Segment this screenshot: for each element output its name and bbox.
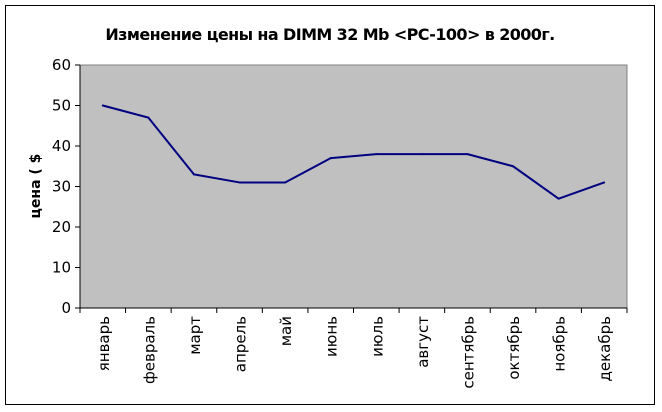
- x-tick-label: декабрь: [596, 316, 614, 381]
- x-tick-label: январь: [95, 316, 113, 371]
- x-tick-label: сентябрь: [459, 316, 477, 389]
- data-point: [420, 153, 423, 156]
- data-point: [375, 153, 378, 156]
- y-axis: 0 10 20 30 40 50 60: [52, 56, 81, 317]
- x-tick-label: октябрь: [505, 316, 523, 380]
- y-tick-label: 10: [52, 259, 71, 277]
- y-tick-label: 30: [52, 178, 71, 196]
- y-tick-label: 20: [52, 218, 71, 236]
- x-tick-label: май: [277, 316, 295, 346]
- plot-area: [79, 64, 628, 309]
- data-point: [238, 181, 241, 184]
- x-tick-label: февраль: [140, 316, 158, 384]
- series-layer: [101, 104, 606, 200]
- y-tick-label: 60: [52, 56, 71, 74]
- data-point: [603, 181, 606, 184]
- data-point: [192, 173, 195, 176]
- x-tick-label: июль: [368, 316, 386, 357]
- y-tick-label: 0: [61, 299, 71, 317]
- data-point: [557, 197, 560, 200]
- data-point: [147, 116, 150, 119]
- x-tick-label: август: [414, 316, 432, 368]
- chart-title: Изменение цены на DIMM 32 Mb <PC-100> в …: [105, 25, 554, 44]
- data-point: [284, 181, 287, 184]
- series-line: [102, 104, 605, 200]
- y-tick-label: 50: [52, 97, 71, 115]
- data-point: [101, 104, 104, 107]
- data-point: [512, 165, 515, 168]
- y-axis-label: цена ( $: [28, 154, 44, 219]
- data-point: [466, 153, 469, 156]
- data-point: [329, 157, 332, 160]
- x-tick-label: июнь: [323, 316, 341, 357]
- x-tick-label: март: [186, 316, 204, 355]
- x-tick-label: апрель: [232, 316, 250, 372]
- x-tick-label: ноябрь: [551, 316, 569, 372]
- y-tick-label: 40: [52, 137, 71, 155]
- x-axis: январь февраль март апрель май июнь июль август…: [79, 307, 628, 389]
